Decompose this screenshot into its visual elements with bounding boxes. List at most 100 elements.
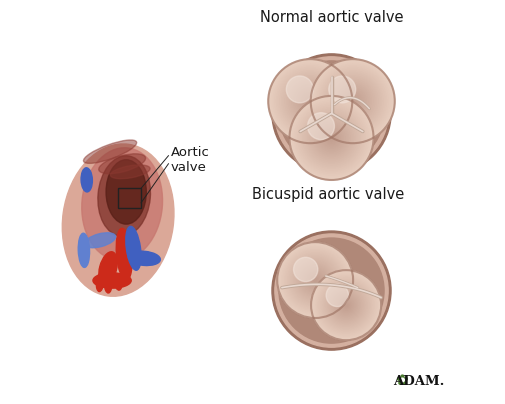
Circle shape	[334, 83, 371, 120]
Circle shape	[281, 73, 338, 130]
Ellipse shape	[96, 274, 104, 292]
Circle shape	[279, 71, 340, 131]
Circle shape	[289, 254, 340, 306]
Circle shape	[316, 276, 375, 335]
Ellipse shape	[116, 228, 132, 280]
Circle shape	[350, 99, 354, 103]
Circle shape	[307, 272, 322, 288]
Circle shape	[347, 96, 357, 106]
Circle shape	[273, 64, 346, 138]
Circle shape	[286, 76, 313, 103]
Circle shape	[326, 133, 336, 143]
Text: Bicuspid aortic valve: Bicuspid aortic valve	[252, 187, 404, 202]
Circle shape	[303, 95, 316, 108]
Circle shape	[314, 121, 347, 155]
Ellipse shape	[83, 140, 136, 163]
Text: ADAM.: ADAM.	[392, 375, 443, 388]
Circle shape	[281, 247, 348, 314]
Circle shape	[306, 113, 356, 163]
Circle shape	[338, 298, 352, 312]
Circle shape	[331, 291, 360, 319]
Circle shape	[330, 79, 374, 123]
Circle shape	[296, 88, 323, 115]
Circle shape	[334, 294, 357, 316]
Circle shape	[321, 128, 341, 148]
Bar	[118, 188, 141, 208]
Circle shape	[337, 297, 354, 314]
Circle shape	[305, 96, 315, 106]
Circle shape	[308, 99, 312, 103]
Ellipse shape	[81, 168, 92, 192]
Circle shape	[309, 274, 321, 286]
Ellipse shape	[126, 226, 141, 270]
Circle shape	[328, 76, 355, 103]
Circle shape	[310, 276, 319, 285]
Circle shape	[329, 288, 362, 322]
Circle shape	[292, 257, 337, 303]
Circle shape	[306, 271, 324, 289]
Circle shape	[324, 284, 367, 326]
Circle shape	[325, 74, 379, 128]
Circle shape	[314, 63, 391, 140]
Circle shape	[311, 270, 380, 340]
Circle shape	[299, 91, 320, 111]
Circle shape	[307, 113, 334, 140]
Circle shape	[311, 118, 351, 158]
Circle shape	[300, 108, 361, 168]
Circle shape	[271, 63, 348, 140]
Circle shape	[320, 280, 371, 330]
Circle shape	[288, 79, 331, 123]
Circle shape	[335, 84, 369, 118]
Circle shape	[290, 98, 371, 178]
Circle shape	[333, 292, 358, 318]
Circle shape	[342, 91, 362, 111]
Ellipse shape	[82, 148, 162, 260]
Circle shape	[312, 277, 318, 283]
Circle shape	[286, 251, 343, 309]
Circle shape	[310, 59, 394, 143]
Circle shape	[313, 120, 349, 156]
Circle shape	[344, 93, 361, 109]
Circle shape	[294, 101, 368, 175]
Circle shape	[293, 84, 326, 118]
Circle shape	[294, 86, 325, 116]
Circle shape	[298, 89, 321, 113]
Circle shape	[319, 278, 372, 332]
Circle shape	[329, 136, 332, 140]
Ellipse shape	[128, 251, 160, 265]
Circle shape	[297, 104, 365, 172]
Circle shape	[312, 271, 379, 339]
Ellipse shape	[97, 156, 150, 236]
Circle shape	[302, 268, 327, 292]
Circle shape	[290, 256, 339, 304]
Circle shape	[315, 274, 376, 336]
Ellipse shape	[62, 144, 174, 296]
Circle shape	[298, 263, 331, 297]
Text: ✿: ✿	[394, 373, 407, 388]
Circle shape	[295, 260, 334, 300]
Circle shape	[348, 98, 356, 105]
Circle shape	[274, 66, 345, 137]
Circle shape	[330, 290, 361, 321]
Circle shape	[313, 273, 378, 337]
Circle shape	[326, 284, 348, 307]
Ellipse shape	[106, 160, 146, 224]
Circle shape	[278, 61, 383, 166]
Ellipse shape	[93, 273, 131, 288]
Circle shape	[284, 250, 345, 310]
Circle shape	[312, 61, 392, 141]
Circle shape	[271, 54, 390, 173]
Circle shape	[278, 238, 383, 343]
Circle shape	[269, 61, 350, 141]
Circle shape	[337, 86, 367, 116]
Circle shape	[278, 244, 351, 316]
Circle shape	[340, 299, 351, 311]
Circle shape	[344, 304, 347, 307]
Circle shape	[315, 64, 389, 138]
Circle shape	[324, 131, 337, 145]
Ellipse shape	[104, 276, 112, 293]
Circle shape	[304, 111, 358, 165]
Circle shape	[329, 78, 376, 125]
Circle shape	[307, 98, 313, 105]
Circle shape	[271, 231, 390, 350]
